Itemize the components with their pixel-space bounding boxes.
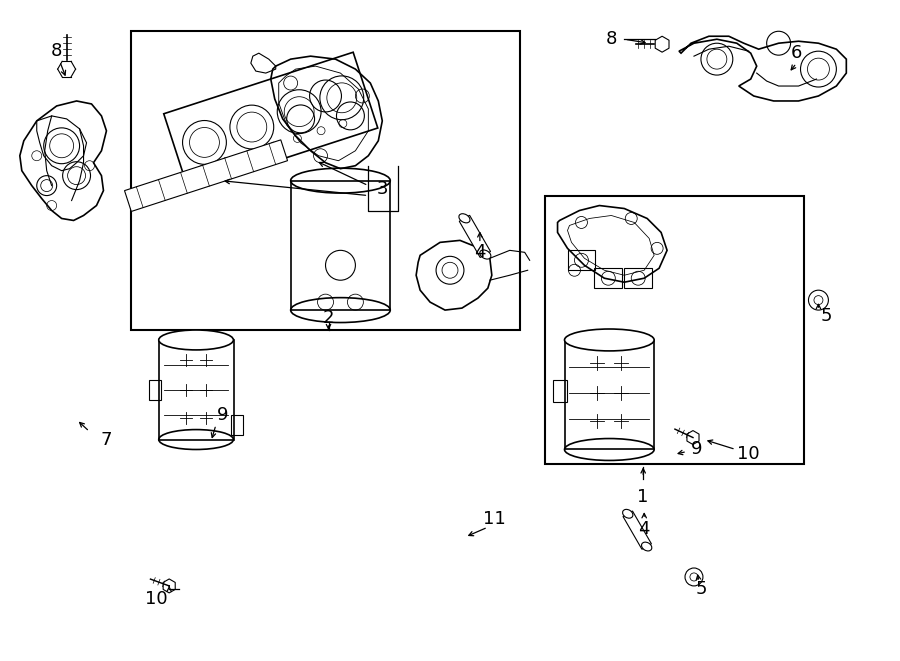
Text: 6: 6	[791, 44, 802, 62]
Text: 4: 4	[474, 243, 486, 261]
Bar	[568, 251, 596, 270]
Bar	[594, 268, 622, 288]
Text: 2: 2	[323, 309, 334, 327]
Text: 10: 10	[737, 446, 760, 463]
Text: 1: 1	[637, 488, 649, 506]
Ellipse shape	[564, 329, 654, 351]
Ellipse shape	[623, 510, 633, 518]
Polygon shape	[623, 511, 652, 549]
Ellipse shape	[480, 250, 491, 259]
Ellipse shape	[459, 214, 470, 223]
Text: 8: 8	[606, 30, 617, 48]
Polygon shape	[164, 52, 378, 190]
Bar	[544, 196, 804, 465]
Polygon shape	[459, 215, 490, 258]
Ellipse shape	[158, 330, 233, 350]
Bar	[159, 340, 234, 440]
Bar	[131, 31, 519, 330]
Bar	[564, 340, 654, 449]
Text: 9: 9	[217, 406, 229, 424]
Bar	[231, 414, 243, 434]
Bar	[553, 380, 566, 402]
Text: 3: 3	[376, 180, 388, 198]
Ellipse shape	[642, 542, 652, 551]
Text: 7: 7	[101, 430, 112, 449]
Text: 5: 5	[695, 580, 707, 598]
Text: 4: 4	[638, 520, 650, 538]
Text: 10: 10	[145, 590, 167, 608]
Text: 8: 8	[51, 42, 62, 60]
Bar	[291, 180, 391, 310]
Text: 11: 11	[483, 510, 506, 528]
Text: 5: 5	[821, 307, 833, 325]
Bar	[625, 268, 652, 288]
Text: 9: 9	[691, 440, 703, 459]
Bar	[149, 380, 161, 400]
Polygon shape	[124, 140, 287, 212]
